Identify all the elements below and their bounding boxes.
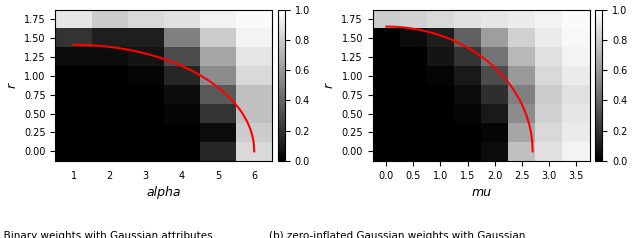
Y-axis label: r: r: [323, 83, 336, 88]
Text: (a) Binary weights with Gaussian attributes: (a) Binary weights with Gaussian attribu…: [0, 231, 212, 238]
Text: (b) zero-inflated Gaussian weights with Gaussian
attributes.: (b) zero-inflated Gaussian weights with …: [269, 231, 525, 238]
X-axis label: alpha: alpha: [147, 186, 181, 199]
Y-axis label: r: r: [6, 83, 19, 88]
X-axis label: mu: mu: [471, 186, 491, 199]
